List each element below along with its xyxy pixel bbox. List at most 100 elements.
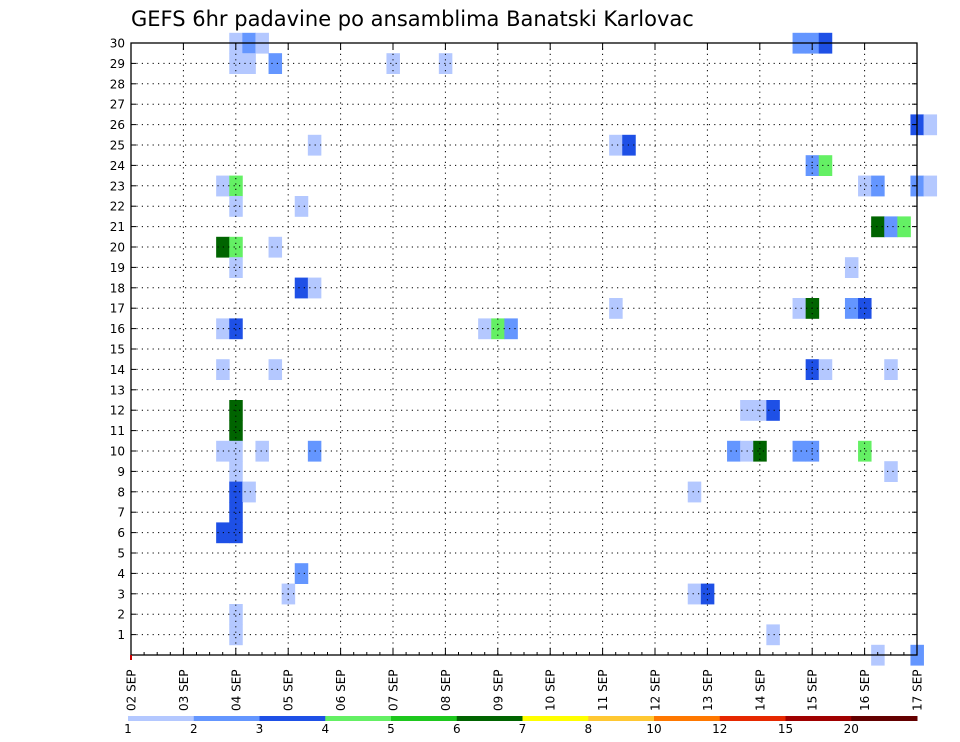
heat-cell-10 xyxy=(438,53,453,74)
heat-cell-31 xyxy=(268,236,283,258)
x-tick-label-6: 08 SEP xyxy=(439,669,453,711)
color-legend: 1 2 3 4 5 6 7 8 10 12 15 20 xyxy=(124,716,918,736)
heat-cell-30 xyxy=(229,236,243,258)
heat-cell-67 xyxy=(884,461,898,482)
chart-title: GEFS 6hr padavine po ansamblima Banatski… xyxy=(131,7,694,31)
heat-cell-43 xyxy=(478,318,492,340)
heat-cell-79 xyxy=(229,624,243,646)
heat-cell-6 xyxy=(229,53,243,74)
y-tick-label-20: 20 xyxy=(110,241,125,255)
x-tick-label-13: 15 SEP xyxy=(806,669,820,711)
legend-swatch-10 xyxy=(785,716,852,721)
heat-cell-45 xyxy=(504,318,518,340)
y-tick-label-18: 18 xyxy=(110,281,125,295)
heat-cell-54 xyxy=(766,400,780,421)
heat-cell-62 xyxy=(753,440,767,462)
legend-swatch-2 xyxy=(259,716,326,721)
y-tick-label-11: 11 xyxy=(110,424,125,438)
y-tick-label-6: 6 xyxy=(117,526,125,540)
y-tick-label-24: 24 xyxy=(110,159,125,173)
legend-label-11: 20 xyxy=(844,722,859,736)
heat-cell-65 xyxy=(858,440,872,462)
legend-swatch-4 xyxy=(391,716,458,721)
heat-cell-57 xyxy=(229,440,243,462)
y-tick-label-21: 21 xyxy=(110,220,125,234)
x-tick-label-9: 11 SEP xyxy=(596,669,610,711)
heat-cell-37 xyxy=(792,298,807,319)
heat-cell-69 xyxy=(242,481,256,503)
x-tick-label-4: 06 SEP xyxy=(334,669,348,711)
heat-cell-25 xyxy=(294,196,309,217)
heat-cell-21 xyxy=(871,175,885,197)
heat-cell-60 xyxy=(727,440,741,462)
x-tick-label-0: 02 SEP xyxy=(125,669,139,711)
y-tick-label-14: 14 xyxy=(110,363,125,377)
y-axis: 1234567891011121314151617181920212223242… xyxy=(110,37,917,642)
legend-swatch-5 xyxy=(456,716,523,721)
x-tick-label-8: 10 SEP xyxy=(544,669,558,711)
heat-cell-26 xyxy=(871,216,885,238)
heat-cell-66 xyxy=(229,461,243,482)
grid-lines xyxy=(131,43,917,655)
heat-cell-9 xyxy=(386,53,400,74)
y-tick-label-26: 26 xyxy=(110,118,125,132)
x-tick-label-12: 14 SEP xyxy=(753,669,767,711)
y-tick-label-8: 8 xyxy=(117,485,125,499)
legend-label-10: 15 xyxy=(778,722,793,736)
x-tick-label-14: 16 SEP xyxy=(858,669,872,711)
heat-cell-55 xyxy=(229,420,243,442)
legend-label-6: 7 xyxy=(519,722,527,736)
x-tick-label-5: 07 SEP xyxy=(387,669,401,711)
heat-cell-74 xyxy=(294,563,309,584)
heat-cell-27 xyxy=(884,216,898,238)
y-tick-label-12: 12 xyxy=(110,404,125,418)
heat-cell-7 xyxy=(242,53,256,74)
legend-label-5: 6 xyxy=(453,722,461,736)
y-tick-label-30: 30 xyxy=(110,37,125,51)
x-tick-label-1: 03 SEP xyxy=(177,669,191,711)
heat-cell-71 xyxy=(229,502,243,523)
legend-label-3: 4 xyxy=(321,722,329,736)
legend-label-9: 12 xyxy=(712,722,727,736)
heat-cell-49 xyxy=(818,359,833,380)
heat-cell-34 xyxy=(294,277,309,299)
legend-swatch-7 xyxy=(588,716,655,721)
x-axis: 02 SEP 03 SEP 04 SEP 05 SEP 06 SEP 07 SEP 08 S… xyxy=(125,43,925,711)
legend-label-2: 3 xyxy=(256,722,264,736)
plot-frame xyxy=(130,42,918,656)
heat-cell-17 xyxy=(818,155,833,176)
heat-cell-32 xyxy=(229,257,243,278)
heat-cell-47 xyxy=(268,359,283,380)
legend-label-8: 10 xyxy=(646,722,661,736)
heat-cell-70 xyxy=(687,481,702,503)
heat-cell-73 xyxy=(229,522,243,544)
heat-cell-50 xyxy=(884,359,898,380)
y-tick-label-27: 27 xyxy=(110,98,125,112)
y-tick-label-10: 10 xyxy=(110,445,125,459)
heat-cell-39 xyxy=(844,298,859,319)
y-tick-label-17: 17 xyxy=(110,302,125,316)
y-tick-label-15: 15 xyxy=(110,343,125,357)
legend-swatch-0 xyxy=(128,716,195,721)
legend-swatch-11 xyxy=(851,716,918,721)
y-tick-label-3: 3 xyxy=(117,587,125,601)
legend-swatch-1 xyxy=(193,716,260,721)
legend-label-7: 8 xyxy=(584,722,592,736)
legend-swatch-3 xyxy=(325,716,392,721)
heat-cell-80 xyxy=(766,624,780,646)
legend-label-0: 1 xyxy=(124,722,132,736)
legend-swatch-9 xyxy=(719,716,786,721)
legend-swatch-6 xyxy=(522,716,589,721)
heat-cell-58 xyxy=(255,440,269,462)
y-tick-label-23: 23 xyxy=(110,179,125,193)
y-tick-label-19: 19 xyxy=(110,261,125,275)
y-tick-label-2: 2 xyxy=(117,608,125,622)
y-tick-label-28: 28 xyxy=(110,77,125,91)
x-tick-label-10: 12 SEP xyxy=(649,669,663,711)
heat-cell-14 xyxy=(609,134,623,156)
y-tick-label-16: 16 xyxy=(110,322,125,336)
y-tick-label-7: 7 xyxy=(117,506,125,520)
heat-cell-20 xyxy=(858,175,872,197)
x-tick-label-2: 04 SEP xyxy=(229,669,243,711)
heatmap-cells xyxy=(216,32,938,666)
